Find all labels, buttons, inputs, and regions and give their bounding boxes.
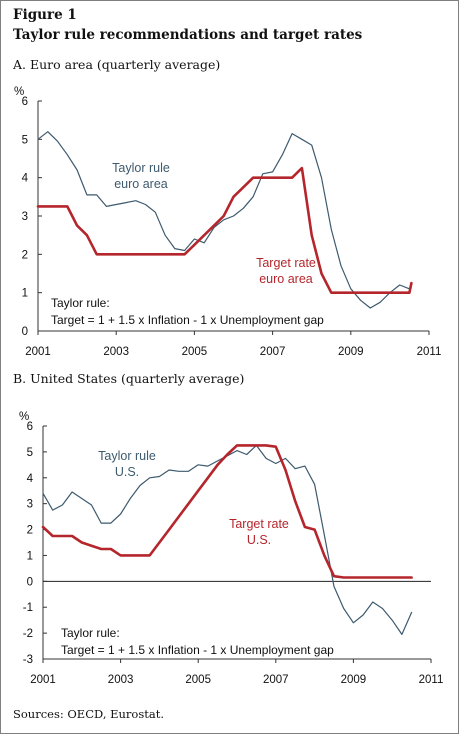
formula-text: Target = 1 + 1.5 x Inflation - 1 x Unemp… [61,643,334,657]
y-tick-label: 6 [22,96,28,108]
y-tick-label: 3 [27,499,33,511]
x-tick-label: 2005 [182,346,208,358]
y-tick-label: 4 [27,473,34,485]
target-rate-label: Target rate [229,517,289,531]
panel-a-title: A. Euro area (quarterly average) [13,57,221,72]
x-tick-label: 2007 [263,674,289,686]
y-axis-unit: % [19,411,29,423]
y-tick-label: -3 [23,654,33,666]
y-axis-unit: % [14,86,24,98]
target-rate-line [41,444,413,579]
x-tick-label: 2011 [417,346,442,358]
y-tick-label: 5 [22,134,28,146]
x-tick-label: 2009 [338,346,364,358]
y-tick-label: -2 [23,628,33,640]
sources-note: Sources: OECD, Eurostat. [13,707,165,721]
y-tick-label: 0 [27,576,33,588]
y-tick-label: 6 [27,421,33,433]
x-tick-label: 2011 [419,674,444,686]
target-rate-label: euro area [259,272,313,286]
x-tick-label: 2005 [185,674,211,686]
y-tick-label: 4 [22,173,29,185]
y-tick-label: 1 [27,550,33,562]
x-tick-label: 2007 [260,346,286,358]
taylor-rule-line [42,444,413,635]
y-tick-label: 2 [22,249,28,261]
panel-b-title: B. United States (quarterly average) [13,371,245,386]
figure-label: Figure 1 [13,7,77,23]
taylor-rule-label: U.S. [115,465,139,479]
x-tick-label: 2009 [341,674,367,686]
formula-heading: Taylor rule: [51,296,110,310]
chart-panel-b: -3 -2 -1 0 1 2 3 4 5 6% 2001 2003 2005 2007 2009 2011 Ta… [19,411,443,686]
x-tick-label: 2003 [103,346,129,358]
y-tick-label: 2 [27,525,33,537]
x-tick-label: 2003 [108,674,134,686]
formula-heading: Taylor rule: [61,626,120,640]
target-rate-line [36,166,413,294]
formula-text: Target = 1 + 1.5 x Inflation - 1 x Unemp… [51,313,324,327]
y-tick-label: -1 [23,602,33,614]
target-rate-label: Target rate [256,256,316,270]
taylor-rule-label: Taylor rule [112,161,170,175]
y-tick-label: 0 [22,326,28,338]
x-tick-label: 2001 [30,674,56,686]
chart-panel-a: 0 1 2 3 4 5 6% 2001 2003 2005 2007 2009 2011 Taylor r… [14,86,441,358]
y-tick-label: 1 [22,288,28,300]
taylor-rule-line [37,131,410,309]
taylor-rule-label: euro area [114,177,168,191]
x-tick-label: 2001 [25,346,51,358]
taylor-rule-label: Taylor rule [98,449,156,463]
y-tick-label: 5 [27,447,33,459]
target-rate-label: U.S. [247,533,271,547]
y-tick-label: 3 [22,211,28,223]
figure-title: Taylor rule recommendations and target r… [13,27,363,43]
